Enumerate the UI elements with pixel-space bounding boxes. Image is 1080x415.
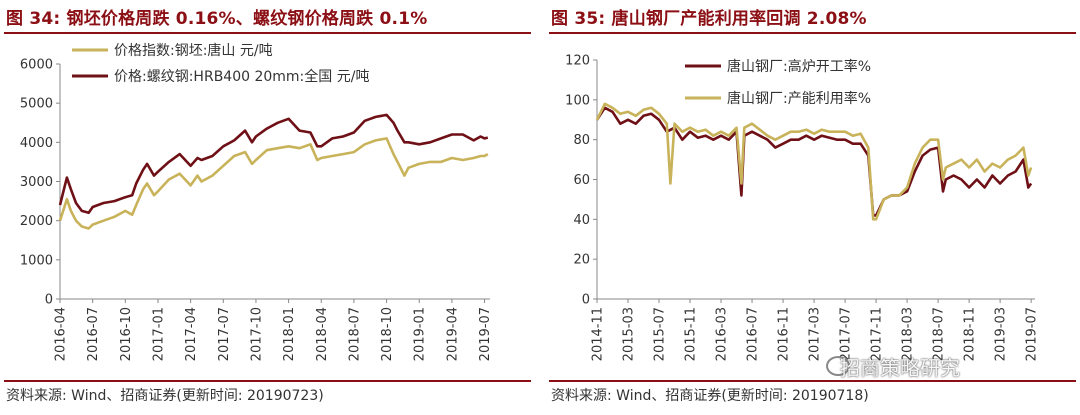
- title-divider: [549, 32, 1076, 34]
- x-tick-label: 2018-11: [963, 307, 978, 361]
- x-tick-label: 2015-07: [653, 307, 668, 361]
- y-tick-label: 1000: [20, 253, 53, 268]
- y-tick-label: 0: [45, 293, 53, 308]
- panel-steel-prices: 图 34: 钢坯价格周跌 0.16%、螺纹钢价格周跌 0.1% 0 1000 200…: [0, 0, 535, 415]
- panel-capacity-utilization: 图 35: 唐山钢厂产能利用率回调 2.08% 0 20 40 60 80 100 120 2…: [545, 0, 1080, 415]
- x-tick-label: 2018-04: [315, 307, 330, 361]
- x-tick-label: 2015-03: [622, 307, 637, 361]
- x-tick-label: 2016-04: [54, 307, 69, 361]
- footer-divider: [549, 380, 1076, 382]
- legend-label-1: 唐山钢厂:高炉开工率%: [727, 58, 871, 75]
- legend-label-2: 价格:螺纹钢:HRB400 20mm:全国 元/吨: [114, 68, 369, 85]
- x-tick-label: 2017-01: [151, 307, 166, 361]
- x-tick-label: 2016-10: [119, 307, 134, 361]
- x-tick-label: 2017-10: [249, 307, 264, 361]
- y-tick-label: 80: [573, 133, 590, 148]
- x-tick-label: 2019-07: [1025, 307, 1040, 361]
- x-tick-label: 2019-01: [413, 307, 428, 361]
- x-tick-label: 2017-04: [184, 307, 199, 361]
- wechat-icon: [826, 356, 850, 376]
- y-tick-label: 3000: [20, 175, 53, 190]
- series-line-2: [58, 113, 489, 215]
- x-tick-label: 2018-03: [901, 307, 916, 361]
- x-tick-label: 2019-03: [994, 307, 1009, 361]
- title-divider: [4, 32, 531, 34]
- x-tick-label: 2016-07: [86, 307, 101, 361]
- chart-capacity-utilization: 0 20 40 60 80 100 120 2014-11 2015-03 2015-07 2015…: [565, 54, 1040, 362]
- y-tick-label: 6000: [20, 58, 53, 73]
- x-tick-label: 2018-10: [380, 307, 395, 361]
- x-tick-label: 2015-11: [684, 307, 699, 361]
- chart-title: 图 35: 唐山钢厂产能利用率回调 2.08%: [551, 9, 867, 29]
- x-tick-label: 2018-01: [282, 307, 297, 361]
- legend-label-1: 价格指数:钢坯:唐山 元/吨: [114, 42, 273, 59]
- y-tick-label: 4000: [20, 136, 53, 151]
- x-tick-label: 2019-04: [445, 307, 460, 361]
- x-tick-label: 2017-03: [808, 307, 823, 361]
- x-tick-label: 2017-07: [839, 307, 854, 361]
- series-line-1: [595, 106, 1033, 217]
- x-tick-label: 2016-11: [777, 307, 792, 361]
- y-tick-label: 0: [582, 293, 590, 308]
- legend-label-2: 唐山钢厂:产能利用率%: [727, 90, 871, 107]
- series-line-1: [58, 137, 489, 230]
- y-tick-label: 40: [573, 213, 590, 228]
- y-tick-label: 20: [573, 253, 590, 268]
- x-tick-label: 2016-03: [715, 307, 730, 361]
- y-tick-label: 2000: [20, 214, 53, 229]
- y-tick-label: 60: [573, 173, 590, 188]
- chart-steel-prices: 0 1000 2000 3000 4000 5000 6000 2016-04 2016-07 2…: [20, 42, 493, 361]
- x-tick-label: 2016-07: [746, 307, 761, 361]
- series-line-2: [595, 102, 1033, 221]
- x-tick-label: 2017-07: [217, 307, 232, 361]
- x-tick-label: 2017-11: [870, 307, 885, 361]
- y-tick-label: 120: [565, 54, 590, 69]
- y-tick-label: 100: [565, 93, 590, 108]
- source-note: 资料来源: Wind、招商证券(更新时间: 20190718): [551, 388, 869, 404]
- x-tick-label: 2014-11: [591, 307, 606, 361]
- y-tick-label: 5000: [20, 97, 53, 112]
- footer-divider: [4, 380, 531, 382]
- source-note: 资料来源: Wind、招商证券(更新时间: 20190723): [6, 388, 324, 404]
- watermark: 招商策略研究: [840, 356, 960, 380]
- chart-title: 图 34: 钢坯价格周跌 0.16%、螺纹钢价格周跌 0.1%: [6, 9, 428, 29]
- x-tick-label: 2018-07: [932, 307, 947, 361]
- x-tick-label: 2019-07: [478, 307, 493, 361]
- x-tick-label: 2018-07: [347, 307, 362, 361]
